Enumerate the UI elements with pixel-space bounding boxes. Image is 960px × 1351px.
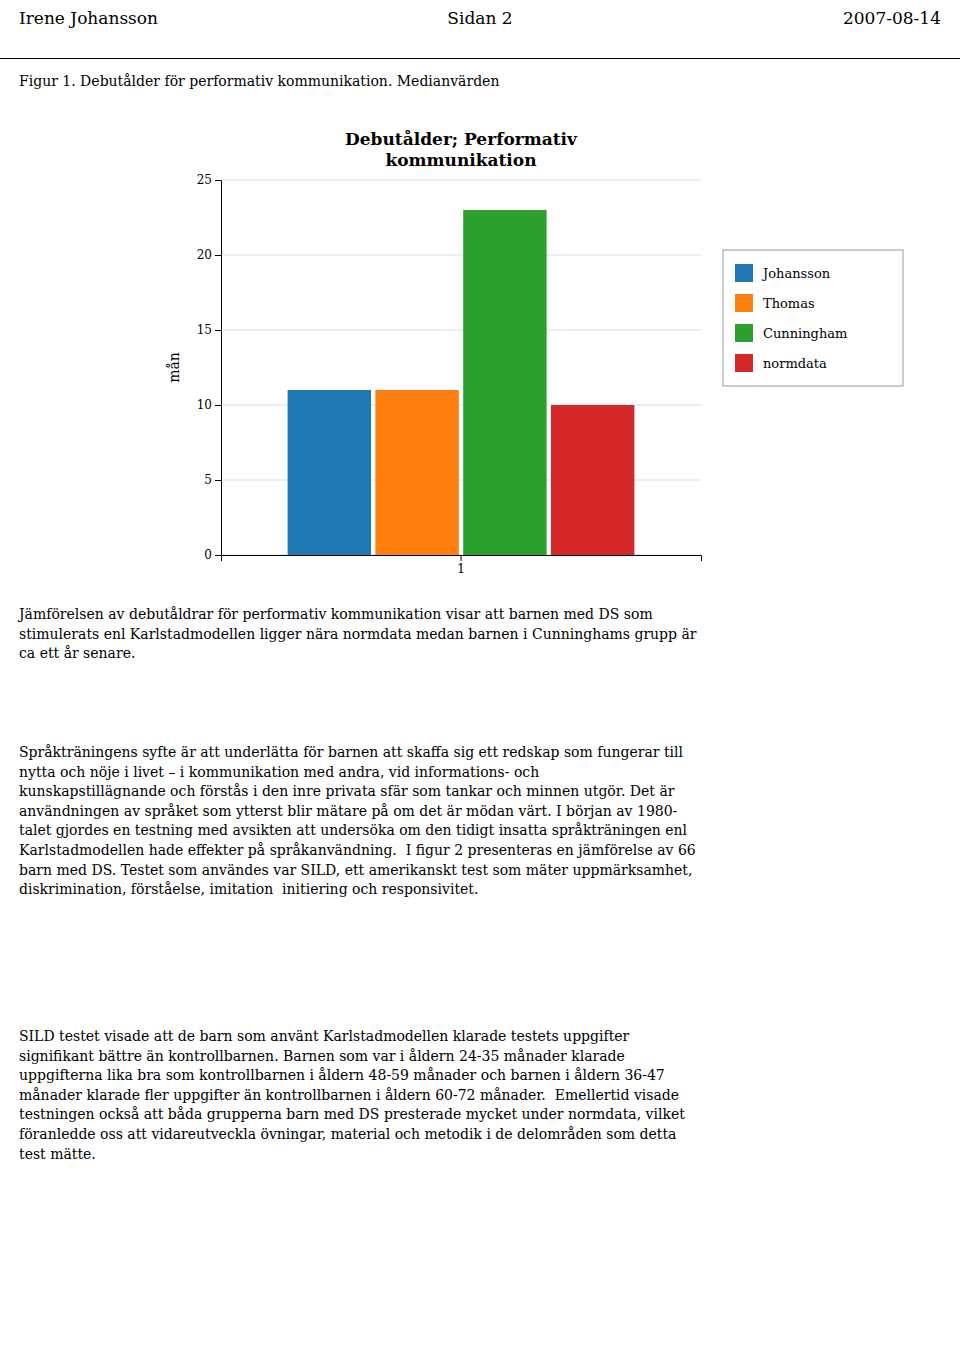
x-axis-line	[222, 556, 702, 562]
legend-swatch	[735, 264, 753, 282]
figure-label: Figur 1. Debutålder för performativ komm…	[19, 72, 939, 92]
bar	[375, 390, 458, 555]
body-text: SILD testet visade att de barn som använ…	[19, 1027, 939, 1164]
y-tick-label: 20	[197, 248, 212, 262]
grid	[221, 180, 701, 555]
y-tick-label: 10	[197, 398, 212, 412]
y-tick: 15	[197, 323, 221, 337]
chart-svg: 0 5 10 15 20 25 1 mån Debutålder; Performativkom…	[0, 0, 960, 600]
y-tick-label: 5	[204, 473, 212, 487]
y-tick-mark	[215, 255, 221, 256]
legend-swatch	[735, 324, 753, 342]
y-tick: 10	[197, 398, 221, 412]
y-tick-mark	[215, 330, 221, 331]
y-tick: 5	[204, 473, 221, 487]
y-axis-line	[215, 181, 222, 556]
bars	[288, 210, 635, 555]
header-center: Sidan 2	[0, 8, 960, 28]
y-tick: 0	[204, 548, 221, 562]
legend-label: Cunningham	[763, 326, 847, 341]
body-text: Språkträningens syfte är att underlätta …	[19, 743, 939, 900]
legend-item: Thomas	[735, 294, 815, 312]
x-tick: 1	[457, 555, 465, 576]
legend: Johansson Thomas Cunningham normdata	[723, 250, 903, 386]
body-text: Jämförelsen av debutåldrar för performat…	[19, 605, 939, 664]
header-rule	[0, 58, 960, 59]
y-tick-mark	[215, 555, 221, 556]
x-axis: 1	[222, 555, 702, 576]
header-right: 2007-08-14	[843, 8, 941, 28]
y-tick-mark	[215, 180, 221, 181]
legend-item: normdata	[735, 354, 827, 372]
grid-line	[221, 180, 701, 181]
y-axis-title: mån	[166, 352, 182, 383]
y-axis: 0 5 10 15 20 25	[197, 173, 222, 562]
bar	[288, 390, 371, 555]
legend-swatch	[735, 294, 753, 312]
legend-frame	[723, 250, 903, 386]
x-tick-label: 1	[457, 562, 465, 576]
legend-label: Thomas	[763, 296, 815, 311]
y-tick-mark	[215, 480, 221, 481]
y-tick-label: 25	[197, 173, 212, 187]
legend-item: Johansson	[735, 264, 831, 282]
chart-title: Debutålder; Performativkommunikation	[345, 129, 578, 170]
x-tick-mark	[461, 555, 462, 561]
grid-line	[221, 330, 701, 331]
y-tick: 25	[197, 173, 221, 187]
grid-line	[221, 255, 701, 256]
bar	[551, 405, 634, 555]
bar	[463, 210, 546, 555]
y-tick-mark	[215, 405, 221, 406]
y-tick-label: 15	[197, 323, 212, 337]
y-tick: 20	[197, 248, 221, 262]
legend-label: Johansson	[761, 266, 831, 281]
legend-swatch	[735, 354, 753, 372]
legend-item: Cunningham	[735, 324, 847, 342]
legend-label: normdata	[763, 356, 827, 371]
y-tick-label: 0	[204, 548, 212, 562]
plot: 0 5 10 15 20 25 1 mån Debutålder; Performativkom…	[166, 129, 702, 576]
header-left: Irene Johansson	[19, 8, 158, 28]
